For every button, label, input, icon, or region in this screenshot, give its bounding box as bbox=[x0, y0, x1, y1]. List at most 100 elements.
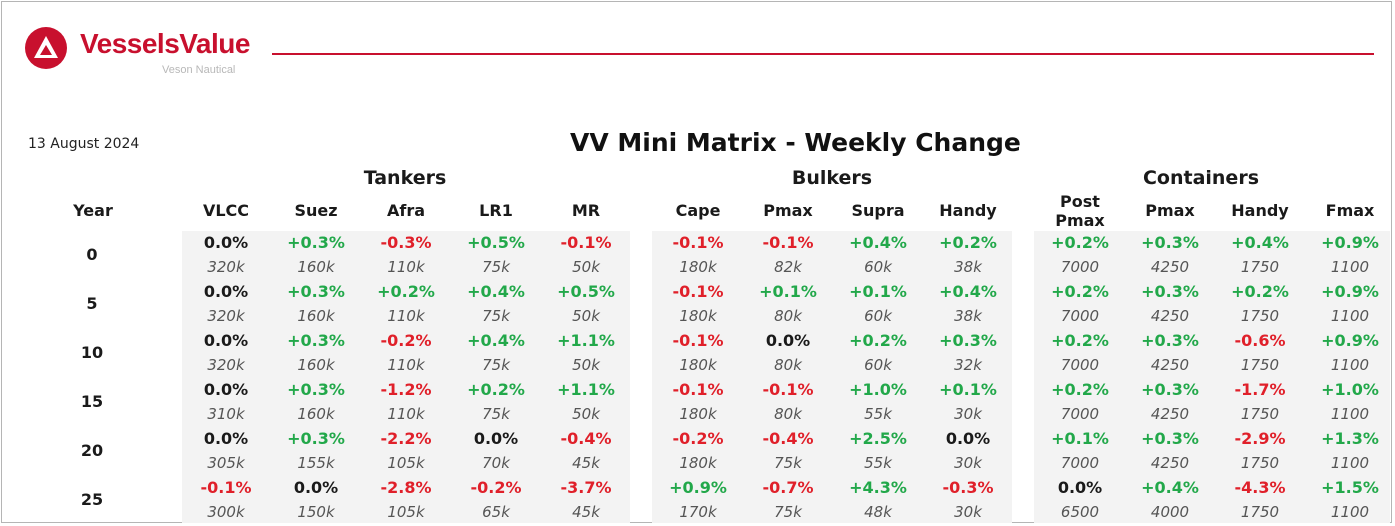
vessel-size-cell: 150k bbox=[297, 503, 335, 521]
vessel-size-cell: 50k bbox=[572, 307, 600, 325]
weekly-change-cell: -0.1% bbox=[200, 478, 252, 497]
vessel-size-cell: 30k bbox=[954, 503, 982, 521]
vessel-size-cell: 110k bbox=[387, 356, 425, 374]
weekly-change-cell: -0.1% bbox=[672, 331, 724, 350]
weekly-change-cell: +0.9% bbox=[669, 478, 727, 497]
weekly-change-cell: +4.3% bbox=[849, 478, 907, 497]
vessel-size-cell: 60k bbox=[864, 307, 892, 325]
weekly-change-cell: +0.3% bbox=[1141, 233, 1199, 252]
weekly-change-cell: +0.4% bbox=[939, 282, 997, 301]
weekly-change-cell: +0.4% bbox=[849, 233, 907, 252]
weekly-change-cell: +0.2% bbox=[849, 331, 907, 350]
vessel-size-cell: 60k bbox=[864, 258, 892, 276]
panel-bulkers bbox=[652, 231, 1012, 523]
weekly-change-cell: -3.7% bbox=[560, 478, 612, 497]
weekly-change-cell: -4.3% bbox=[1234, 478, 1286, 497]
weekly-change-cell: -0.1% bbox=[672, 380, 724, 399]
vessel-size-cell: 4250 bbox=[1150, 454, 1190, 472]
weekly-change-cell: -1.7% bbox=[1234, 380, 1286, 399]
group-containers: Containers bbox=[1142, 167, 1260, 189]
vessel-size-cell: 4250 bbox=[1150, 307, 1190, 325]
weekly-change-cell: 0.0% bbox=[203, 331, 249, 350]
group-tankers: Tankers bbox=[363, 167, 447, 189]
column-header: Fmax bbox=[1325, 201, 1375, 220]
vessel-size-cell: 30k bbox=[954, 454, 982, 472]
vessel-size-cell: 155k bbox=[297, 454, 335, 472]
vessel-size-cell: 7000 bbox=[1060, 454, 1100, 472]
vessel-size-cell: 45k bbox=[572, 454, 600, 472]
vessel-size-cell: 1100 bbox=[1330, 405, 1370, 423]
page-title: VV Mini Matrix - Weekly Change bbox=[570, 128, 1021, 157]
panel-tankers bbox=[182, 231, 630, 523]
vessel-size-cell: 310k bbox=[207, 405, 245, 423]
weekly-change-cell: -0.1% bbox=[762, 233, 814, 252]
weekly-change-cell: 0.0% bbox=[473, 429, 519, 448]
weekly-change-cell: +0.2% bbox=[1051, 331, 1109, 350]
vessel-size-cell: 48k bbox=[864, 503, 892, 521]
weekly-change-cell: -0.4% bbox=[762, 429, 814, 448]
weekly-change-cell: +0.3% bbox=[1141, 282, 1199, 301]
vessel-size-cell: 75k bbox=[482, 356, 510, 374]
panel-containers bbox=[1034, 231, 1390, 523]
vessel-size-cell: 305k bbox=[207, 454, 245, 472]
weekly-change-cell: +0.3% bbox=[939, 331, 997, 350]
vessel-size-cell: 180k bbox=[679, 258, 717, 276]
vessel-size-cell: 1100 bbox=[1330, 307, 1370, 325]
vessel-size-cell: 170k bbox=[679, 503, 717, 521]
vessel-size-cell: 160k bbox=[297, 356, 335, 374]
vessel-size-cell: 180k bbox=[679, 454, 717, 472]
weekly-change-cell: +0.2% bbox=[1051, 380, 1109, 399]
vessel-size-cell: 7000 bbox=[1060, 405, 1100, 423]
weekly-change-cell: 0.0% bbox=[293, 478, 339, 497]
weekly-change-cell: -0.3% bbox=[380, 233, 432, 252]
weekly-change-cell: -0.3% bbox=[942, 478, 994, 497]
weekly-change-cell: -0.1% bbox=[672, 233, 724, 252]
year-label: 20 bbox=[80, 441, 104, 460]
vessel-size-cell: 32k bbox=[954, 356, 982, 374]
vessel-size-cell: 105k bbox=[387, 503, 425, 521]
weekly-change-cell: -2.9% bbox=[1234, 429, 1286, 448]
weekly-change-cell: -0.1% bbox=[560, 233, 612, 252]
weekly-change-cell: +0.3% bbox=[287, 380, 345, 399]
weekly-change-cell: -0.2% bbox=[380, 331, 432, 350]
column-header: Post Pmax bbox=[1055, 192, 1105, 230]
vessel-size-cell: 110k bbox=[387, 405, 425, 423]
vessel-size-cell: 7000 bbox=[1060, 356, 1100, 374]
vessel-size-cell: 75k bbox=[482, 405, 510, 423]
weekly-change-cell: +0.4% bbox=[1141, 478, 1199, 497]
weekly-change-cell: +1.1% bbox=[557, 380, 615, 399]
column-header: LR1 bbox=[479, 201, 513, 220]
vessel-size-cell: 110k bbox=[387, 258, 425, 276]
weekly-change-cell: +0.2% bbox=[1051, 233, 1109, 252]
vessel-size-cell: 1100 bbox=[1330, 503, 1370, 521]
vessel-size-cell: 60k bbox=[864, 356, 892, 374]
vessel-size-cell: 70k bbox=[482, 454, 510, 472]
vessel-size-cell: 82k bbox=[774, 258, 802, 276]
header-rule bbox=[272, 53, 1374, 55]
weekly-change-cell: +0.9% bbox=[1321, 282, 1379, 301]
vessel-size-cell: 160k bbox=[297, 307, 335, 325]
year-label: 10 bbox=[80, 343, 104, 362]
weekly-change-cell: +0.3% bbox=[287, 331, 345, 350]
vessel-size-cell: 320k bbox=[207, 356, 245, 374]
group-bulkers: Bulkers bbox=[791, 167, 873, 189]
vessel-size-cell: 4250 bbox=[1150, 405, 1190, 423]
weekly-change-cell: +0.4% bbox=[467, 331, 525, 350]
weekly-change-cell: -0.7% bbox=[762, 478, 814, 497]
column-header: Pmax bbox=[763, 201, 813, 220]
brand-subtitle: Veson Nautical bbox=[162, 64, 236, 76]
vessel-size-cell: 1750 bbox=[1240, 405, 1280, 423]
weekly-change-cell: +0.9% bbox=[1321, 233, 1379, 252]
column-header: MR bbox=[571, 201, 601, 220]
column-header: Pmax bbox=[1145, 201, 1195, 220]
weekly-change-cell: +0.2% bbox=[1051, 282, 1109, 301]
weekly-change-cell: +1.0% bbox=[849, 380, 907, 399]
vesselsvalue-logo-icon bbox=[25, 27, 67, 69]
weekly-change-cell: +0.2% bbox=[939, 233, 997, 252]
weekly-change-cell: +0.1% bbox=[1051, 429, 1109, 448]
vessel-size-cell: 75k bbox=[482, 258, 510, 276]
column-header: Handy bbox=[1231, 201, 1289, 220]
vessel-size-cell: 1750 bbox=[1240, 503, 1280, 521]
weekly-change-cell: +0.5% bbox=[557, 282, 615, 301]
column-header: Suez bbox=[294, 201, 338, 220]
